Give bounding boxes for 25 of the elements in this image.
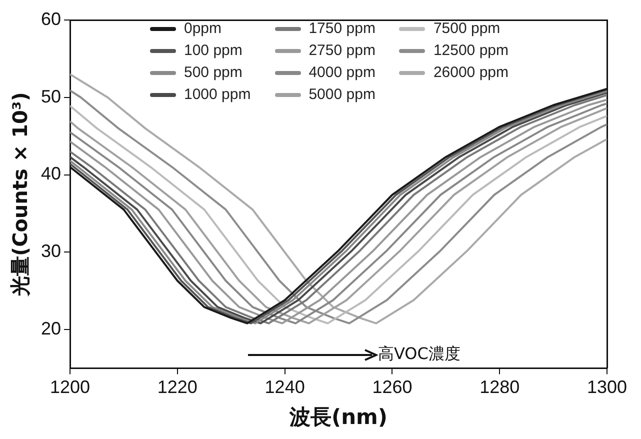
y-axis-title: 光量(Counts × 10³) <box>8 92 32 298</box>
legend-label: 12500 ppm <box>433 42 508 59</box>
legend-label: 26000 ppm <box>433 64 508 81</box>
x-tick-label: 1200 <box>50 376 90 397</box>
y-tick-label: 60 <box>40 8 62 29</box>
x-tick-label: 1260 <box>372 376 412 397</box>
legend-label: 4000 ppm <box>308 64 376 81</box>
legend-label: 7500 ppm <box>433 20 500 37</box>
x-tick-label: 1280 <box>480 376 520 397</box>
x-tick-label: 1240 <box>264 376 305 397</box>
legend-label: 1750 ppm <box>308 20 376 37</box>
y-tick-label: 20 <box>40 318 62 338</box>
legend-label: 1000 ppm <box>184 86 251 103</box>
legend-label: 2750 ppm <box>308 42 376 59</box>
annotation: 高VOC濃度 <box>378 344 460 365</box>
x-axis-title: 波長(nm) <box>288 404 388 429</box>
legend-label: 0ppm <box>184 20 222 37</box>
legend-label: 5000 ppm <box>308 86 376 103</box>
legend-label: 500 ppm <box>184 64 242 81</box>
y-tick-label: 40 <box>40 164 62 184</box>
x-tick-label: 1220 <box>157 376 198 397</box>
x-tick-label: 1300 <box>586 376 628 397</box>
y-tick-label: 50 <box>40 86 62 106</box>
y-tick-label: 30 <box>40 241 62 262</box>
legend-label: 100 ppm <box>184 42 242 59</box>
